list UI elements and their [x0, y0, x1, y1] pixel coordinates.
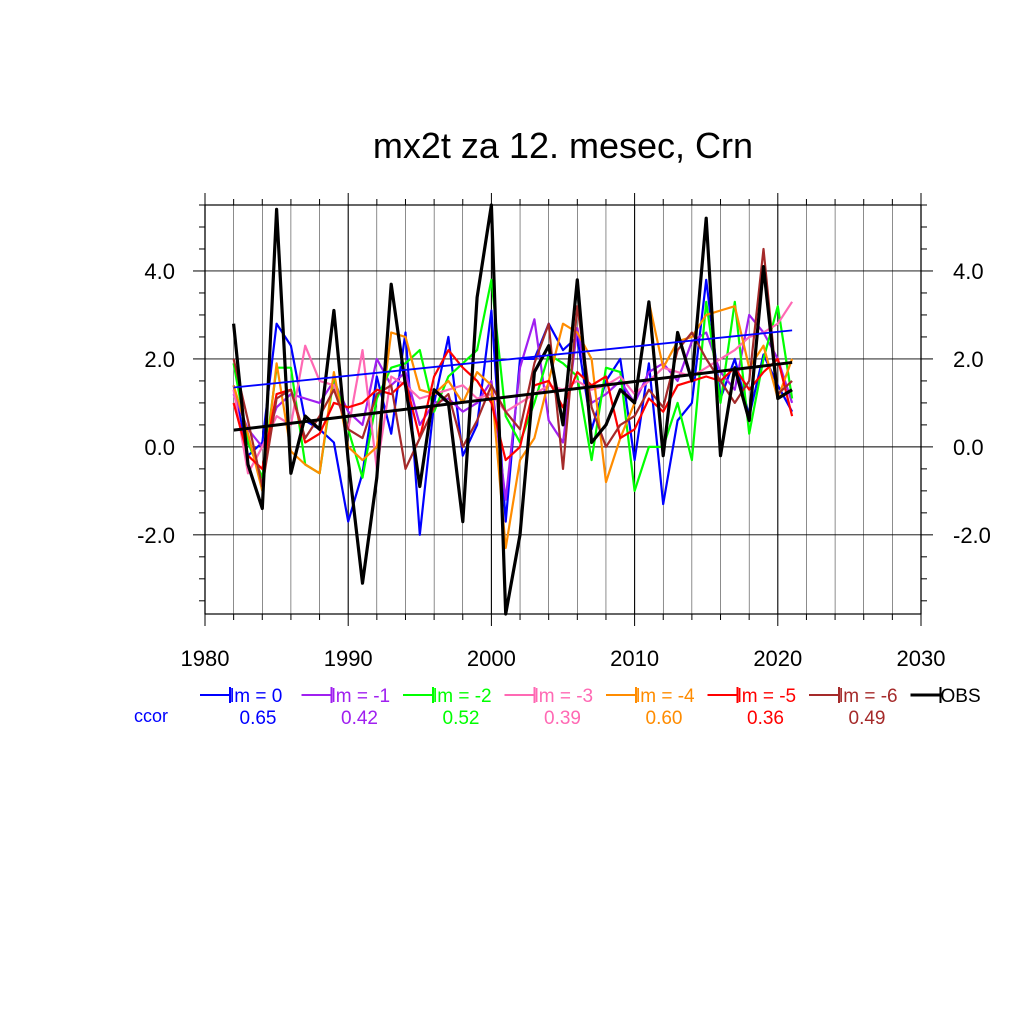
trend-line-0	[233, 329, 793, 389]
plot-frame	[204, 204, 922, 615]
chart-title: mx2t za 12. mesec, Crn	[373, 125, 753, 166]
ccor-label: ccor	[134, 706, 168, 726]
series-line-2	[232, 278, 794, 492]
x-tick-label: 2030	[897, 646, 946, 671]
y-tick-label-right: 0.0	[953, 435, 984, 460]
y-tick-label: -2.0	[137, 523, 175, 548]
grid	[204, 205, 922, 614]
series-line-7	[232, 203, 793, 616]
x-tick-label: 2010	[610, 646, 659, 671]
legend-label-0: lm = 0	[230, 686, 282, 707]
legend-ccor-4: 0.60	[646, 708, 683, 729]
series-line-4	[232, 300, 794, 550]
y-tick-label-right: -2.0	[953, 523, 991, 548]
legend-ccor-3: 0.39	[544, 708, 581, 729]
series-lines	[232, 203, 794, 616]
legend-label-4: lm = -4	[636, 686, 695, 707]
x-tick-label: 2020	[753, 646, 802, 671]
series-line-6	[232, 247, 793, 488]
legend-label-3: lm = -3	[535, 686, 594, 707]
axis-ticks	[193, 193, 933, 626]
x-tick-label: 2000	[467, 646, 516, 671]
y-tick-label: 0.0	[144, 435, 175, 460]
y-tick-label: 4.0	[144, 259, 175, 284]
legend-ccor-2: 0.52	[443, 708, 480, 729]
legend-label-2: lm = -2	[433, 686, 492, 707]
y-tick-label-right: 2.0	[953, 347, 984, 372]
legend-label-5: lm = -5	[738, 686, 797, 707]
tick-labels: 1980 1990 2000 2010 2020 2030 -2.0 -2.0 0.0 0.0 2.…	[137, 259, 991, 671]
legend-label-1: lm = -1	[332, 686, 391, 707]
trend-line-7	[233, 360, 793, 432]
legend-ccor-5: 0.36	[747, 708, 784, 729]
legend-label-6: lm = -6	[839, 686, 898, 707]
series-line-1	[232, 313, 794, 501]
legend-ccor-6: 0.49	[849, 708, 886, 729]
legend-label-7: OBS	[941, 686, 981, 707]
x-tick-label: 1980	[181, 646, 230, 671]
legend-ccor-0: 0.65	[240, 708, 277, 729]
y-tick-label-right: 4.0	[953, 259, 984, 284]
y-tick-label: 2.0	[144, 347, 175, 372]
legend-ccor-1: 0.42	[341, 708, 378, 729]
trend-lines	[233, 329, 793, 432]
x-tick-label: 1990	[324, 646, 373, 671]
